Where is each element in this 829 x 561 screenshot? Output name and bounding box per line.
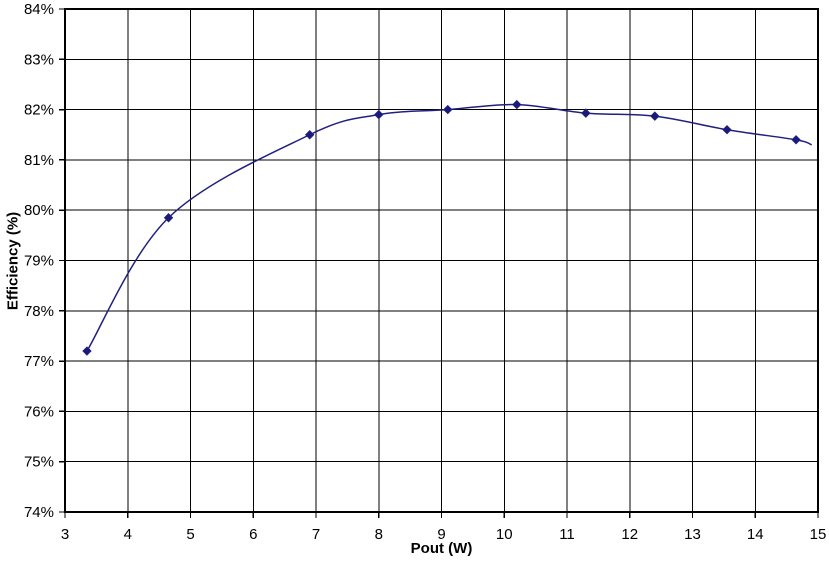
data-point-marker	[792, 136, 800, 144]
y-tick-label: 83%	[24, 51, 54, 68]
data-point-marker	[651, 112, 659, 120]
y-tick-label: 80%	[24, 202, 54, 219]
y-tick-label: 76%	[24, 403, 54, 420]
y-tick-label: 82%	[24, 102, 54, 119]
chart-canvas: 345678910111213141574%75%76%77%78%79%80%…	[0, 0, 829, 561]
data-point-marker	[444, 106, 452, 114]
data-point-marker	[83, 347, 91, 355]
series-line	[87, 105, 812, 352]
data-point-marker	[306, 131, 314, 139]
data-point-marker	[723, 126, 731, 134]
y-tick-label: 78%	[24, 303, 54, 320]
y-axis-title: Efficiency (%)	[5, 212, 22, 310]
y-tick-label: 75%	[24, 454, 54, 471]
efficiency-vs-pout-chart: 345678910111213141574%75%76%77%78%79%80%…	[0, 0, 829, 561]
data-point-marker	[375, 111, 383, 119]
y-tick-label: 81%	[24, 152, 54, 169]
y-tick-label: 84%	[24, 1, 54, 18]
y-tick-label: 79%	[24, 253, 54, 270]
x-axis-title: Pout (W)	[65, 540, 818, 557]
y-tick-label: 74%	[24, 504, 54, 521]
y-tick-label: 77%	[24, 353, 54, 370]
data-point-marker	[513, 101, 521, 109]
data-point-marker	[582, 109, 590, 117]
